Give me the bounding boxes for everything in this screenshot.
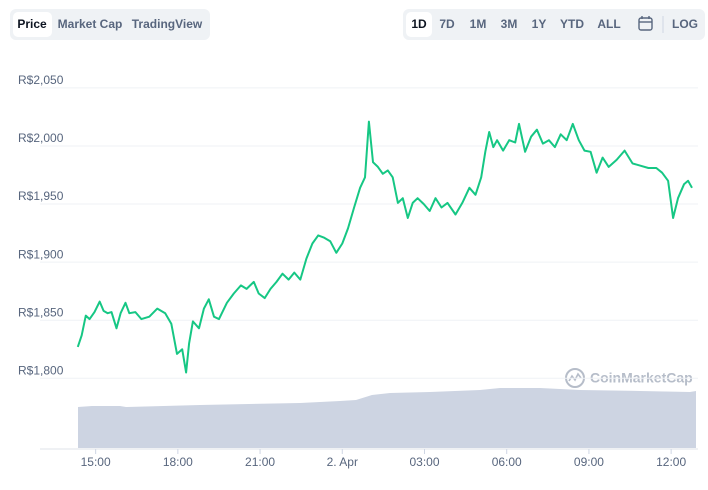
volume-area xyxy=(78,388,696,448)
range-tab[interactable]: 1Y xyxy=(532,17,547,31)
range-tab[interactable]: 7D xyxy=(439,17,455,31)
price-line xyxy=(76,120,693,374)
y-tick-label: R$1,850 xyxy=(18,305,64,319)
x-tick-label: 2. Apr xyxy=(327,455,358,469)
tab[interactable]: Price xyxy=(17,17,47,31)
range-tab[interactable]: ALL xyxy=(597,17,620,31)
x-tick-label: 09:00 xyxy=(574,455,604,469)
y-tick-label: R$1,950 xyxy=(18,189,64,203)
y-tick-label: R$2,000 xyxy=(18,131,64,145)
range-tab[interactable]: 3M xyxy=(501,17,518,31)
x-tick-label: 06:00 xyxy=(492,455,522,469)
active-range xyxy=(406,12,432,37)
x-tick-label: 03:00 xyxy=(409,455,439,469)
y-tick-label: R$2,050 xyxy=(18,73,64,87)
tab[interactable]: TradingView xyxy=(132,17,203,31)
active-tab xyxy=(13,12,52,37)
range-tab[interactable]: 1M xyxy=(470,17,487,31)
watermark-text: CoinMarketCap xyxy=(590,370,693,386)
y-tick-label: R$1,800 xyxy=(18,363,64,377)
range-tabs xyxy=(403,9,705,40)
tab[interactable]: Market Cap xyxy=(58,17,123,31)
range-tab[interactable]: YTD xyxy=(560,17,584,31)
x-tick-label: 18:00 xyxy=(163,455,193,469)
view-tabs xyxy=(10,9,210,40)
calendar-icon[interactable] xyxy=(638,16,653,31)
y-tick-label: R$1,900 xyxy=(18,247,64,261)
range-tab[interactable]: 1D xyxy=(411,17,427,31)
log-toggle[interactable]: LOG xyxy=(672,17,698,31)
x-tick-label: 21:00 xyxy=(245,455,275,469)
x-tick-label: 15:00 xyxy=(81,455,111,469)
x-tick-label: 12:00 xyxy=(656,455,686,469)
